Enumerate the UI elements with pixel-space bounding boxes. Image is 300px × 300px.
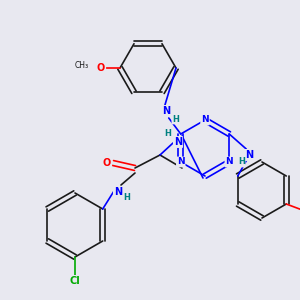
Text: N: N (225, 158, 233, 166)
Text: N: N (177, 158, 184, 166)
Text: N: N (174, 137, 182, 147)
Text: CH₃: CH₃ (75, 61, 89, 70)
Text: Cl: Cl (70, 276, 80, 286)
Text: N: N (201, 116, 209, 124)
Text: O: O (97, 63, 105, 73)
Text: H: H (165, 130, 171, 139)
Text: O: O (103, 158, 111, 168)
Text: H: H (238, 158, 245, 166)
Text: H: H (124, 194, 130, 202)
Text: N: N (245, 150, 253, 160)
Text: N: N (114, 187, 122, 197)
Text: H: H (172, 115, 179, 124)
Text: N: N (162, 106, 170, 116)
